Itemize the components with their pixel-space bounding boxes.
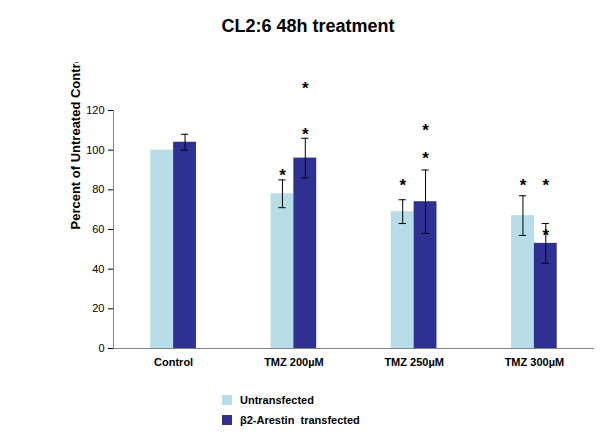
svg-text:0: 0 (98, 342, 104, 354)
svg-text:TMZ 300µM: TMZ 300µM (505, 356, 565, 368)
svg-text:*: * (422, 149, 429, 168)
svg-text:40: 40 (92, 263, 104, 275)
svg-text:*: * (399, 176, 406, 195)
svg-text:*: * (279, 166, 286, 185)
svg-text:*: * (422, 121, 429, 140)
svg-text:*: * (542, 176, 549, 195)
svg-text:Control: Control (154, 356, 193, 368)
svg-text:*: * (302, 79, 309, 98)
html-text:β2-Arestin transfected: β2-Arestin transfected (240, 414, 360, 426)
svg-text:80: 80 (92, 183, 104, 195)
svg-text:*: * (302, 125, 309, 144)
svg-text:20: 20 (92, 302, 104, 314)
svg-text:120: 120 (86, 104, 104, 116)
svg-text:TMZ 250µM: TMZ 250µM (384, 356, 444, 368)
svg-text:60: 60 (92, 223, 104, 235)
svg-text:100: 100 (86, 144, 104, 156)
svg-text:*: * (542, 226, 549, 245)
svg-text:TMZ 200µM: TMZ 200µM (264, 356, 324, 368)
svg-text:*: * (520, 176, 527, 195)
svg-text:Percent of Untreated Control: Percent of Untreated Control (68, 62, 83, 230)
html-text:CL2:6 48h treatment: CL2:6 48h treatment (221, 16, 395, 36)
html-text:Untransfected: Untransfected (240, 394, 314, 406)
